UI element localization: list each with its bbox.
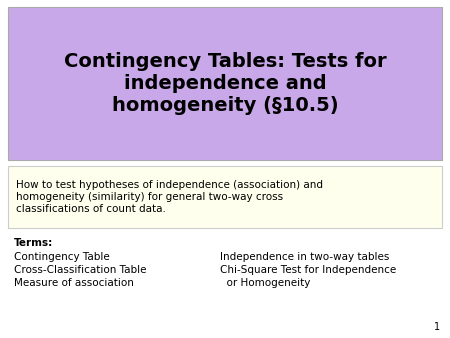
- Text: Contingency Tables: Tests for
independence and
homogeneity (§10.5): Contingency Tables: Tests for independen…: [64, 52, 386, 115]
- Text: Terms:: Terms:: [14, 238, 53, 248]
- Text: Contingency Table
Cross-Classification Table
Measure of association: Contingency Table Cross-Classification T…: [14, 252, 147, 288]
- Text: How to test hypotheses of independence (association) and
homogeneity (similarity: How to test hypotheses of independence (…: [16, 180, 323, 214]
- FancyBboxPatch shape: [8, 7, 442, 160]
- Text: 1: 1: [434, 322, 440, 332]
- Text: Independence in two-way tables
Chi-Square Test for Independence
  or Homogeneity: Independence in two-way tables Chi-Squar…: [220, 252, 396, 288]
- FancyBboxPatch shape: [8, 166, 442, 228]
